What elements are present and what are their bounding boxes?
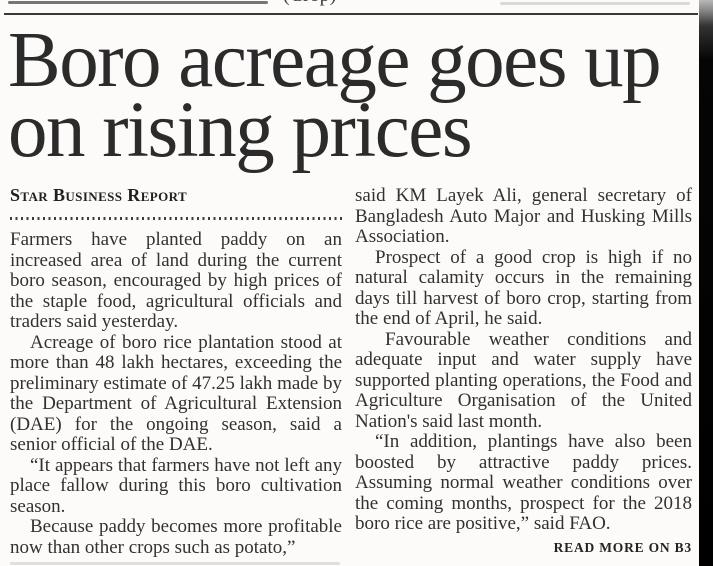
paragraph: said KM Layek Ali, general secretary of … [355, 185, 692, 247]
header-rule [4, 13, 698, 15]
paragraph: Farmers have planted paddy on an increas… [10, 229, 342, 332]
byline-divider [10, 217, 342, 220]
paragraph: Because paddy becomes more profitable no… [10, 516, 342, 558]
read-more-label: READ MORE ON B3 [553, 539, 692, 555]
article-column-right: said KM Layek Ali, general secretary of … [355, 185, 692, 558]
headline-line-2: on rising prices [8, 87, 473, 174]
clipped-text-remnant-right [500, 2, 690, 5]
paragraph: Prospect of a good crop is high if no na… [355, 246, 692, 329]
headline-line-1: Boro acreage goes up [8, 17, 662, 104]
article-headline: Boro acreage goes up on rising prices [8, 17, 696, 174]
clipped-text-remnant-bottom [10, 562, 340, 565]
paragraph: Favourable weather conditions and adequa… [355, 328, 692, 432]
paragraph: Acreage of boro rice plantation stood at… [10, 331, 342, 455]
clipped-header-line: (Crop) [0, 0, 698, 7]
paragraph: “It appears that farmers have not left a… [10, 454, 342, 517]
byline: Star Business Report [10, 185, 188, 205]
paragraph: “In addition, plantings have also been b… [355, 431, 692, 534]
clipped-header-fragment: (Crop) [0, 0, 698, 5]
article-column-left: Star Business Report Farmers have plante… [10, 186, 342, 558]
clipped-text-remnant-left [8, 1, 268, 4]
page-edge-strip [699, 0, 713, 566]
